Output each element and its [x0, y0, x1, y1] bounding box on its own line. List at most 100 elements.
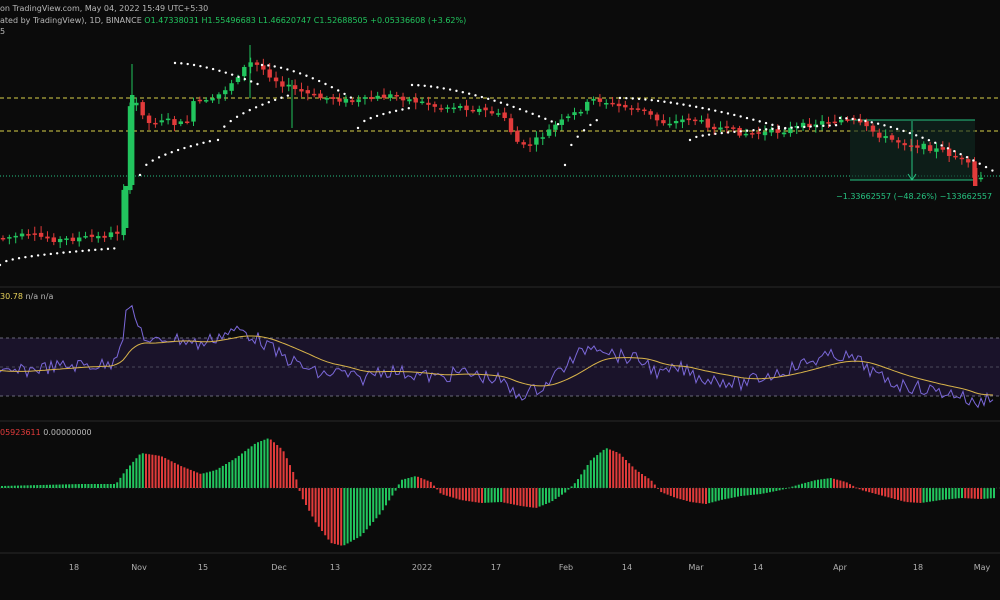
candle-body: [629, 108, 634, 110]
ao-bar: [93, 484, 96, 488]
ao-bar: [65, 484, 67, 488]
ao-bar: [413, 476, 416, 488]
ao-bar: [148, 454, 151, 488]
candle-body: [369, 97, 374, 100]
sar-dot: [176, 148, 180, 152]
ao-bar: [884, 488, 887, 497]
sar-dot: [480, 95, 484, 99]
sar-dot: [49, 252, 52, 256]
sar-dot: [815, 124, 819, 128]
ao-bar: [97, 484, 99, 488]
ao-bar: [717, 488, 720, 501]
sar-dot: [883, 124, 886, 127]
sar-dot: [363, 119, 366, 123]
ohlc-change: +0.05336608 (+3.62%): [370, 16, 467, 25]
ao-bar: [983, 488, 986, 499]
sar-dot: [720, 110, 723, 114]
sar-dot: [36, 254, 40, 257]
ao-bar: [423, 479, 426, 488]
ao-bar: [45, 484, 48, 488]
ao-bar: [247, 448, 250, 488]
sar-dot: [688, 138, 692, 142]
rsi-legend[interactable]: 30.78 n/a n/a: [0, 292, 53, 301]
ao-bar: [772, 488, 775, 492]
ao-bar: [52, 484, 55, 488]
ao-bar: [129, 465, 131, 488]
ao-bar: [557, 488, 560, 497]
sar-dot: [695, 105, 698, 109]
ao-bar: [753, 488, 755, 495]
candle-body: [927, 145, 933, 151]
ao-bar: [519, 488, 522, 506]
sar-dot: [570, 143, 573, 147]
sar-dot: [857, 118, 861, 122]
sar-dot: [809, 125, 812, 128]
ohlc-open: O1.47338031: [144, 16, 199, 25]
ao-bar: [90, 484, 93, 488]
sar-dot: [675, 102, 679, 105]
ao-bar: [237, 455, 240, 488]
candle-body: [108, 232, 114, 238]
candle-body: [102, 235, 107, 238]
ao-bar: [529, 488, 531, 508]
ao-bar: [679, 488, 682, 500]
ao-bar: [141, 453, 144, 488]
ao-bar: [935, 488, 938, 501]
ao-bar: [922, 488, 925, 503]
candle-body: [521, 142, 526, 145]
candle-body: [940, 147, 945, 150]
candle-body: [534, 137, 539, 145]
ao-bar: [397, 484, 400, 488]
ao-bar: [980, 488, 983, 499]
ao-bar: [343, 488, 346, 546]
candle-body: [451, 107, 457, 110]
sar-dot: [595, 119, 598, 122]
ao-bar: [813, 480, 816, 488]
ao-bar: [209, 471, 211, 488]
sar-dot: [343, 92, 346, 96]
candle-body: [64, 238, 69, 240]
ao-bar: [500, 488, 503, 503]
ao-bar: [340, 488, 343, 546]
ao-bar: [26, 485, 29, 488]
ao-bar: [10, 485, 13, 488]
ao-bar: [749, 488, 752, 496]
ao-bar: [298, 488, 301, 491]
ao-bar: [993, 488, 995, 499]
ao-bar: [660, 488, 663, 493]
candle-body: [426, 102, 431, 105]
candle-body: [654, 114, 660, 121]
ao-bar: [327, 488, 330, 540]
sar-dot: [506, 103, 509, 106]
ao-bar: [602, 449, 605, 488]
candle-body: [496, 113, 501, 115]
sar-dot: [771, 127, 774, 131]
indicator-sub-label: 5: [0, 27, 6, 36]
sar-dot: [959, 152, 962, 156]
sar-dot: [714, 109, 717, 112]
candle-body: [610, 102, 615, 105]
sar-dot: [180, 62, 183, 65]
candle-body: [489, 111, 495, 114]
candle-body: [483, 107, 488, 111]
sar-dot: [224, 71, 227, 74]
candle-body: [77, 237, 82, 242]
measure-label: −1.33662557 (−48.26%) −133662557: [836, 192, 993, 201]
sar-dot: [745, 116, 749, 120]
ao-bar: [548, 488, 551, 503]
candle-body: [731, 127, 736, 129]
sar-dot: [714, 132, 717, 136]
sar-dot: [382, 112, 385, 116]
sar-dot: [582, 129, 586, 132]
sar-dot: [230, 73, 234, 76]
ao-bar: [698, 488, 701, 504]
ao-bar: [487, 488, 490, 503]
ao-bar: [100, 484, 103, 488]
sar-dot: [237, 75, 240, 78]
candle-body: [661, 120, 666, 124]
ao-legend[interactable]: 05923611 0.00000000: [0, 428, 92, 437]
sar-dot: [429, 85, 433, 88]
candle-body: [254, 62, 260, 65]
sar-dot: [752, 118, 755, 121]
